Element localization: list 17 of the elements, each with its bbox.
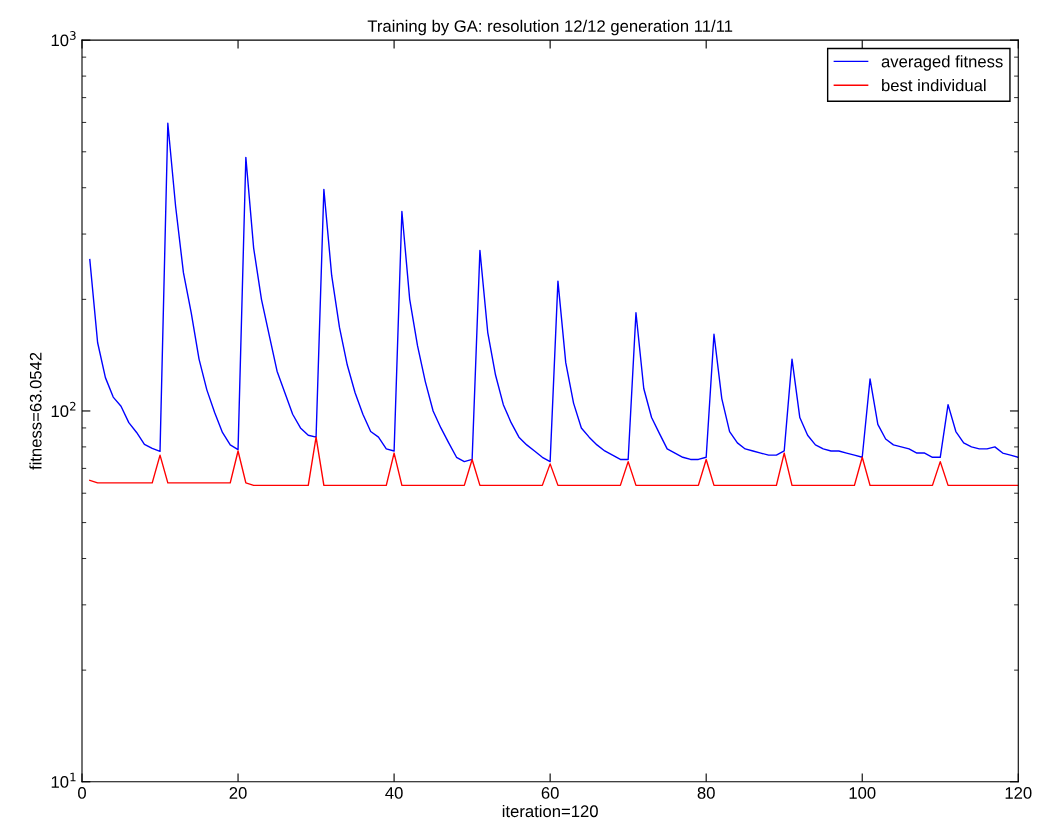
x-tick-label: 120: [1005, 787, 1032, 799]
x-tick-label: 60: [541, 787, 559, 799]
y-axis-title: fitness=63.0542: [29, 352, 42, 470]
chart-title: Training by GA: resolution 12/12 generation 11/11: [367, 19, 733, 36]
x-tick-label: 100: [849, 787, 876, 799]
y-tick-label: 10$^{2}$: [51, 401, 76, 418]
line-series: [89, 122, 1019, 463]
line-series: [89, 436, 1019, 487]
legend-label: best individual: [882, 79, 986, 92]
x-tick-label: 80: [697, 787, 715, 799]
y-tick-label: 10$^{3}$: [51, 31, 76, 47]
x-axis-title: iteration=120: [502, 804, 598, 818]
y-tick-label: 10$^{1}$: [51, 772, 76, 788]
legend-label: averaged fitness: [881, 55, 1003, 71]
x-tick-label: 40: [385, 787, 403, 799]
x-tick-label: 20: [229, 787, 247, 799]
x-tick-label: 0: [78, 787, 86, 799]
